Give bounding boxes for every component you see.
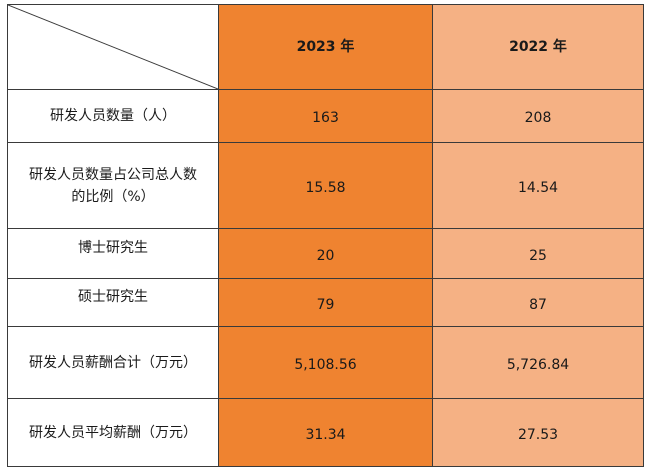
row-label-text: 硕士研究生 — [78, 288, 148, 305]
row-label-line2: 的比例（%） — [71, 188, 155, 205]
value-text: 87 — [529, 296, 547, 313]
header-2023: 2023 年 — [218, 4, 433, 90]
value-text: 20 — [316, 247, 335, 264]
value-text: 25 — [529, 247, 547, 264]
value-2022: 27.53 — [432, 398, 644, 467]
header-row: 2023 年 2022 年 — [7, 4, 644, 90]
row-label: 研发人员数量（人） — [7, 89, 219, 143]
value-text: 163 — [312, 110, 339, 126]
value-2023: 15.58 — [218, 142, 433, 229]
row-label: 研发人员平均薪酬（万元） — [7, 398, 219, 467]
diagonal-line — [8, 5, 218, 89]
row-label: 研发人员薪酬合计（万元） — [7, 326, 219, 399]
table-row: 研发人员平均薪酬（万元） 31.34 27.53 — [7, 398, 644, 467]
table-row: 硕士研究生 79 87 — [7, 278, 644, 327]
value-text: 14.54 — [517, 179, 559, 196]
value-2022: 14.54 — [432, 142, 644, 229]
row-label: 研发人员数量占公司总人数 的比例（%） — [7, 142, 219, 229]
row-label-line1: 研发人员数量占公司总人数 — [29, 166, 197, 183]
value-text: 208 — [524, 110, 552, 126]
value-2022: 5,726.84 — [432, 326, 644, 399]
value-text: 79 — [316, 296, 335, 313]
table-row: 博士研究生 20 25 — [7, 228, 644, 279]
value-2023: 79 — [218, 278, 433, 327]
row-label-text: 博士研究生 — [78, 239, 148, 256]
value-2022: 25 — [432, 228, 644, 279]
table-row: 研发人员薪酬合计（万元） 5,108.56 5,726.84 — [7, 326, 644, 399]
value-2023: 31.34 — [218, 398, 433, 467]
value-2023: 163 — [218, 89, 433, 143]
value-text: 5,108.56 — [294, 356, 357, 373]
row-label: 硕士研究生 — [7, 278, 219, 327]
rd-personnel-table: 2023 年 2022 年 研发人员数量（人） 163 208 研发人员数量占公… — [7, 4, 644, 467]
value-text: 27.53 — [517, 426, 559, 443]
diagonal-corner-cell — [7, 4, 219, 90]
value-2023: 20 — [218, 228, 433, 279]
value-text: 5,726.84 — [506, 356, 570, 373]
row-label: 博士研究生 — [7, 228, 219, 279]
table-row: 研发人员数量占公司总人数 的比例（%） 15.58 14.54 — [7, 142, 644, 229]
value-2022: 87 — [432, 278, 644, 327]
table-row: 研发人员数量（人） 163 208 — [7, 89, 644, 143]
value-text: 15.58 — [305, 179, 346, 196]
value-2023: 5,108.56 — [218, 326, 433, 399]
value-2022: 208 — [432, 89, 644, 143]
header-2022: 2022 年 — [432, 4, 644, 90]
value-text: 31.34 — [305, 426, 346, 443]
